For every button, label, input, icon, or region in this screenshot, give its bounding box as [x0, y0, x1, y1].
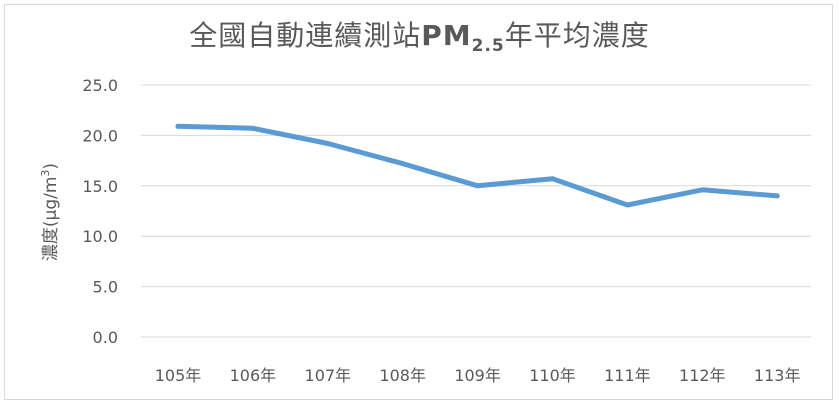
y-axis-label-close: ) — [41, 163, 61, 170]
x-tick-label: 107年 — [305, 366, 352, 385]
y-tick-label: 15.0 — [82, 177, 118, 196]
series-group — [175, 123, 780, 208]
data-point — [250, 125, 256, 131]
y-axis-label: 濃度(µg/m3) — [39, 163, 61, 261]
data-point — [699, 187, 705, 193]
y-tick-label: 0.0 — [93, 328, 118, 347]
y-axis-label-sup: 3 — [39, 170, 52, 177]
chart-frame — [4, 4, 833, 400]
y-tick-label: 25.0 — [82, 76, 118, 95]
chart-title-subscript: 2.5 — [471, 36, 505, 56]
chart-title: 全國自動連續測站PM2.5年平均濃度 — [0, 14, 839, 56]
x-tick-label: 110年 — [529, 366, 576, 385]
x-tick-label: 112年 — [679, 366, 726, 385]
chart-title-pm: PM — [421, 19, 472, 52]
data-point — [475, 183, 481, 189]
y-axis-ticks: 0.0 5.0 10.0 15.0 20.0 25.0 — [82, 76, 118, 347]
chart-title-prefix: 全國自動連續測站 — [189, 19, 422, 52]
y-axis-label-main: 濃度(µg/m — [41, 177, 61, 262]
x-tick-label: 113年 — [754, 366, 801, 385]
gridlines — [141, 84, 811, 338]
y-tick-label: 20.0 — [82, 126, 118, 145]
data-point — [550, 176, 555, 182]
x-tick-label: 108年 — [379, 366, 426, 385]
x-tick-label: 109年 — [454, 366, 501, 385]
x-tick-label: 105年 — [155, 366, 202, 385]
x-axis-ticks: 105年 106年 107年 108年 109年 110年 111年 112年 113年 — [155, 366, 801, 385]
y-tick-label: 10.0 — [82, 227, 118, 246]
data-point — [325, 140, 331, 146]
data-point — [624, 202, 630, 208]
x-tick-label: 111年 — [604, 366, 651, 385]
x-tick-label: 106年 — [230, 366, 277, 385]
chart-title-suffix: 年平均濃度 — [504, 19, 650, 52]
data-point — [175, 123, 181, 129]
series-line — [175, 123, 780, 208]
data-point — [400, 161, 406, 167]
y-tick-label: 5.0 — [93, 278, 118, 297]
data-point — [774, 193, 780, 199]
